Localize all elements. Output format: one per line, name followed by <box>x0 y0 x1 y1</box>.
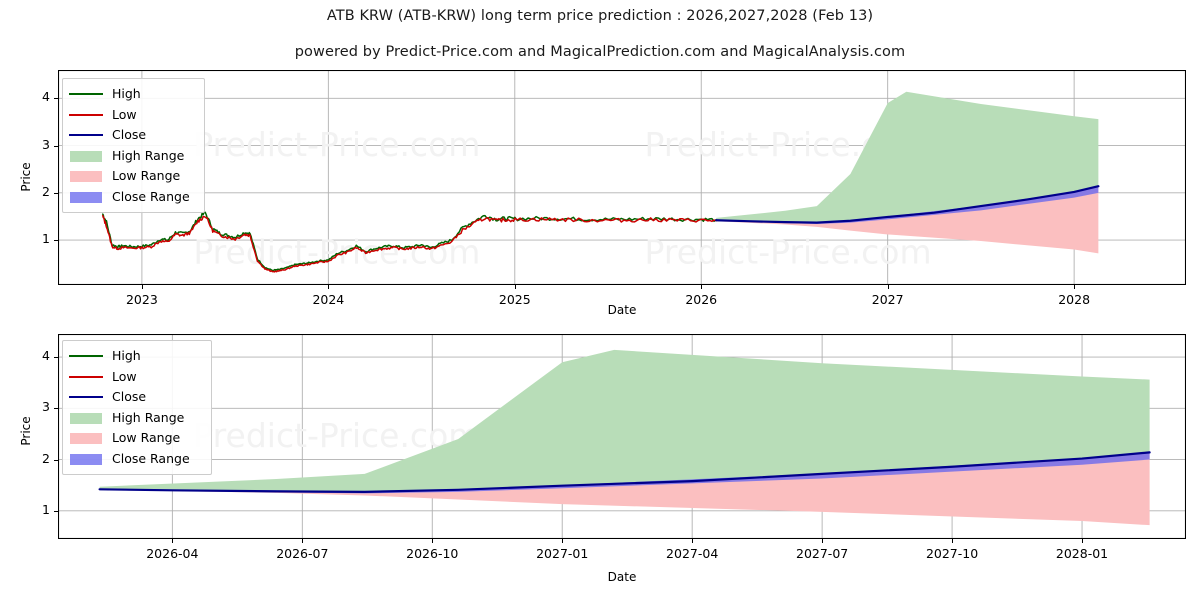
forecast-legend-item-low: Low <box>69 367 203 388</box>
overview-x-tick-mark <box>328 285 330 289</box>
forecast-x-tick-label: 2027-01 <box>536 546 589 561</box>
forecast-x-tick-mark <box>432 539 434 543</box>
forecast-x-tick-mark <box>822 539 824 543</box>
forecast-x-tick-mark <box>1082 539 1084 543</box>
forecast-y-tick-mark <box>54 459 58 461</box>
overview-legend-item-close: Close <box>69 125 196 146</box>
overview-legend-swatch-high-range-icon <box>69 149 103 163</box>
overview-chart-panel: Predict-Price.com Predict-Price.com Predic… <box>58 70 1186 285</box>
figure-subtitle: powered by Predict-Price.com and Magical… <box>294 44 906 60</box>
forecast-legend-label: Low <box>112 368 137 384</box>
forecast-x-tick-label: 2027-04 <box>666 546 719 561</box>
overview-x-tick-mark <box>514 285 516 289</box>
overview-x-tick-mark <box>701 285 703 289</box>
overview-x-tick-label: 2026 <box>685 292 718 307</box>
overview-x-tick-mark <box>887 285 889 289</box>
overview-y-tick-label: 4 <box>42 89 50 105</box>
forecast-legend: High Low Close High Range Low Range Close Ran… <box>62 340 212 475</box>
forecast-x-tick-label: 2027-10 <box>925 546 979 561</box>
forecast-x-tick-mark <box>562 539 564 543</box>
forecast-x-tick-mark <box>172 539 174 543</box>
forecast-legend-swatch-low-icon <box>69 370 103 384</box>
overview-legend-label: High Range <box>112 147 185 163</box>
forecast-x-tick-mark <box>692 539 694 543</box>
overview-x-tick-label: 2028 <box>1058 292 1091 307</box>
svg-text:Predict-Price.com: Predict-Price.com <box>193 125 480 164</box>
forecast-legend-label: High Range <box>112 409 185 425</box>
forecast-x-tick-label: 2026-10 <box>406 546 459 561</box>
forecast-x-axis-label: Date <box>607 570 637 584</box>
forecast-legend-label: Close <box>112 389 147 405</box>
overview-x-axis-label: Date <box>607 303 637 317</box>
forecast-y-tick-mark <box>54 510 58 512</box>
forecast-y-tick-label: 2 <box>42 450 50 466</box>
overview-legend-swatch-low-icon <box>69 108 103 122</box>
overview-y-tick-label: 1 <box>42 231 50 247</box>
forecast-legend-item-high: High <box>69 346 203 367</box>
overview-legend-swatch-close-range-icon <box>69 190 103 204</box>
overview-x-tick-mark <box>1074 285 1076 289</box>
overview-y-tick-mark <box>54 240 58 242</box>
forecast-x-tick-label: 2026-04 <box>146 546 199 561</box>
overview-x-tick-mark <box>141 285 143 289</box>
forecast-legend-label: Close Range <box>112 450 190 466</box>
overview-x-tick-label: 2024 <box>312 292 345 307</box>
forecast-legend-item-high-range: High Range <box>69 408 203 429</box>
forecast-y-tick-mark <box>54 357 58 359</box>
forecast-x-tick-mark <box>302 539 304 543</box>
overview-legend-item-high: High <box>69 84 196 105</box>
overview-legend-item-low: Low <box>69 105 196 126</box>
forecast-legend-swatch-high-range-icon <box>69 411 103 425</box>
forecast-x-tick-mark <box>952 539 954 543</box>
overview-legend-label: Low Range <box>112 168 181 184</box>
overview-legend-label: Close Range <box>112 188 190 204</box>
overview-legend-item-low-range: Low Range <box>69 166 196 187</box>
forecast-legend-item-close: Close <box>69 387 203 408</box>
svg-text:Predict-Price.com: Predict-Price.com <box>645 233 932 272</box>
overview-legend-item-high-range: High Range <box>69 146 196 167</box>
overview-legend-label: Low <box>112 106 137 122</box>
overview-y-tick-label: 2 <box>42 183 50 199</box>
overview-x-tick-label: 2023 <box>125 292 158 307</box>
forecast-y-tick-mark <box>54 408 58 410</box>
forecast-legend-item-close-range: Close Range <box>69 449 203 470</box>
overview-x-tick-label: 2027 <box>871 292 904 307</box>
overview-legend-label: High <box>112 86 141 102</box>
forecast-legend-item-low-range: Low Range <box>69 428 203 449</box>
figure-title: ATB KRW (ATB-KRW) long term price predic… <box>326 8 874 24</box>
overview-legend-item-close-range: Close Range <box>69 187 196 208</box>
forecast-legend-swatch-close-range-icon <box>69 452 103 466</box>
forecast-x-tick-label: 2026-07 <box>276 546 329 561</box>
forecast-x-tick-label: 2027-07 <box>796 546 849 561</box>
overview-legend-label: Close <box>112 127 147 143</box>
overview-y-tick-mark <box>54 98 58 100</box>
forecast-legend-label: Low Range <box>112 430 181 446</box>
svg-text:Predict-Price.com: Predict-Price.com <box>193 233 480 272</box>
overview-y-tick-mark <box>54 145 58 147</box>
forecast-legend-swatch-low-range-icon <box>69 431 103 445</box>
overview-y-tick-label: 3 <box>42 136 50 152</box>
svg-text:Predict-Price.com: Predict-Price.com <box>193 416 480 455</box>
overview-legend-swatch-low-range-icon <box>69 169 103 183</box>
overview-legend-swatch-close-icon <box>69 128 103 142</box>
forecast-y-tick-label: 1 <box>42 501 50 517</box>
forecast-y-tick-label: 4 <box>42 348 50 364</box>
overview-plot: Predict-Price.com Predict-Price.com Predic… <box>58 70 1186 285</box>
forecast-legend-swatch-close-icon <box>69 390 103 404</box>
forecast-legend-label: High <box>112 348 141 364</box>
overview-legend-swatch-high-icon <box>69 87 103 101</box>
forecast-x-tick-label: 2028-01 <box>1055 546 1109 561</box>
forecast-y-tick-label: 3 <box>42 399 50 415</box>
overview-x-tick-label: 2025 <box>498 292 531 307</box>
overview-legend: High Low Close High Range Low Range Close Ran… <box>62 78 205 213</box>
overview-y-tick-mark <box>54 192 58 194</box>
forecast-legend-swatch-high-icon <box>69 349 103 363</box>
